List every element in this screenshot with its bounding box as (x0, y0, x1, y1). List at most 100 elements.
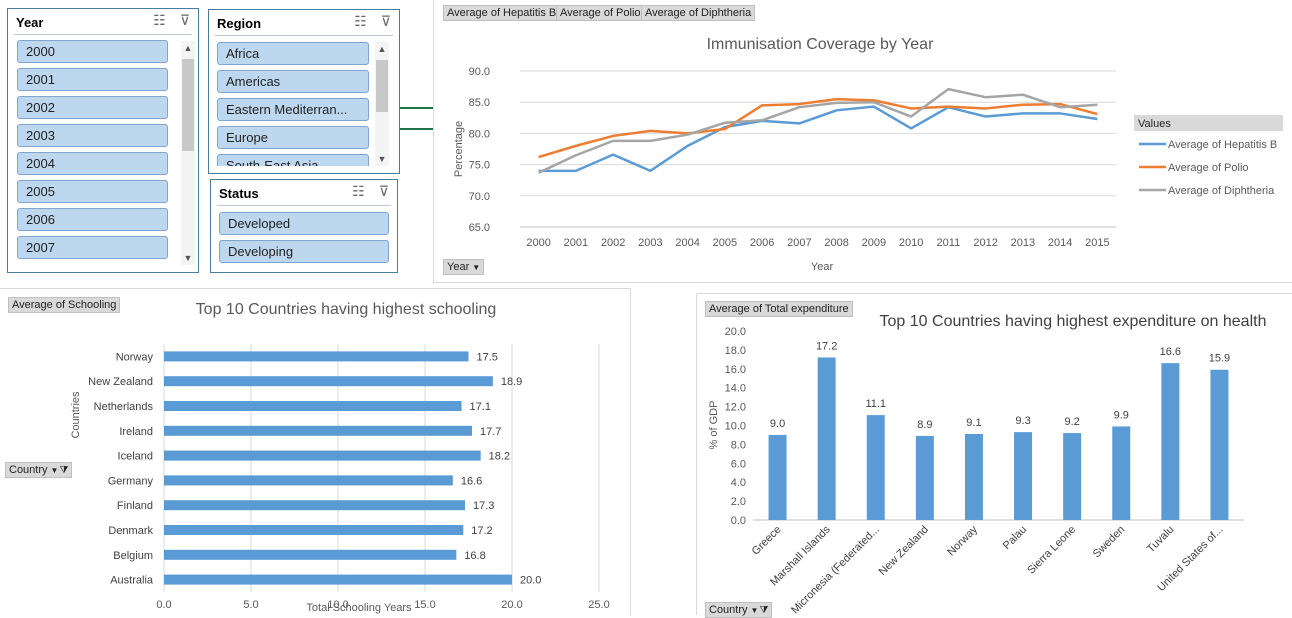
x-tick-label: Greece (750, 524, 784, 558)
axis-button-country[interactable]: Country ▼⧩ (5, 462, 73, 478)
x-tick-label: 2014 (1048, 237, 1072, 249)
y-tick-label: Finland (117, 500, 153, 512)
expenditure-chart-panel (696, 293, 1292, 615)
year-slicer-scrollbar[interactable]: ▲ ▼ (181, 41, 195, 265)
data-label: 18.9 (501, 376, 522, 388)
region-slicer-scrollbar[interactable]: ▲ ▼ (375, 42, 389, 166)
legend-entry: Average of Hepatitis B (1168, 139, 1277, 151)
scroll-up-icon[interactable]: ▲ (183, 43, 193, 53)
series-line (538, 87, 1098, 174)
y-tick-label: Ireland (119, 426, 153, 438)
clear-filter-icon[interactable]: ⊽ (179, 12, 190, 28)
region-slicer-title: Region (217, 16, 262, 31)
data-label: 16.6 (461, 475, 482, 487)
bar (164, 450, 481, 461)
axis-button-year[interactable]: Year ▼ (443, 259, 485, 275)
bar (164, 351, 469, 362)
y-tick-label: Australia (110, 575, 154, 587)
slicer-item-status[interactable]: Developed (219, 212, 389, 235)
bar (1014, 432, 1033, 520)
immunisation-line-chart: Immunisation Coverage by Year 65.0 70.0 75.… (453, 36, 1283, 273)
x-tick-label: Norway (945, 523, 980, 558)
connector-line (400, 107, 433, 109)
bar (817, 357, 836, 520)
slicer-item-year[interactable]: 2001 (17, 68, 168, 91)
bar (164, 525, 464, 535)
schooling-bar-chart: Top 10 Countries having highest schoolin… (70, 301, 610, 614)
data-label: 9.1 (966, 417, 981, 429)
chart-title: Top 10 Countries having highest schoolin… (196, 301, 497, 318)
immunisation-chart-panel (433, 0, 1292, 283)
slicer-item-year[interactable]: 2007 (17, 236, 168, 259)
bar (1063, 433, 1082, 520)
x-tick-label: New Zealand (877, 524, 931, 578)
multi-select-icon[interactable]: ☷ (153, 12, 166, 28)
y-tick-label: 80.0 (469, 128, 490, 140)
x-tick-label: Palau (1001, 524, 1029, 552)
bar (1210, 369, 1229, 520)
slicer-item-year[interactable]: 2004 (17, 152, 168, 175)
slicer-item-year[interactable]: 2002 (17, 96, 168, 119)
x-tick-label: 2005 (713, 237, 737, 249)
slicer-item-year[interactable]: 2000 (17, 40, 168, 63)
filter-icon: ⧩ (59, 465, 69, 476)
data-label: 17.2 (816, 340, 837, 352)
data-label: 16.6 (1160, 346, 1181, 358)
slicer-item-region[interactable]: South-East Asia (217, 154, 369, 166)
slicer-item-year[interactable]: 2003 (17, 124, 168, 147)
slicer-item-year[interactable]: 2005 (17, 180, 168, 203)
slicer-item-status[interactable]: Developing (219, 240, 389, 263)
chart-title: Top 10 Countries having highest expendit… (880, 313, 1267, 330)
data-label: 17.5 (477, 351, 498, 363)
y-tick-label: 0.0 (731, 515, 746, 527)
x-tick-label: 2000 (526, 237, 550, 249)
status-slicer: Status ☷ ⊽ Developed Developing (210, 179, 398, 273)
field-button-diphtheria[interactable]: Average of Diphtheria (641, 5, 756, 21)
data-label: 20.0 (520, 575, 541, 587)
data-label: 17.3 (473, 500, 494, 512)
x-tick-label: 2006 (750, 237, 774, 249)
bar (768, 434, 787, 520)
multi-select-icon[interactable]: ☷ (352, 183, 365, 199)
data-label: 17.7 (480, 426, 501, 438)
legend-entry: Average of Polio (1168, 162, 1249, 174)
x-axis-title: Total Schooling Years (306, 602, 412, 614)
x-tick-label: 2009 (862, 237, 886, 249)
scroll-down-icon[interactable]: ▼ (183, 253, 193, 263)
y-tick-label: 8.0 (731, 439, 746, 451)
slicer-item-year[interactable]: 2006 (17, 208, 168, 231)
y-tick-label: 14.0 (725, 383, 746, 395)
bar (164, 425, 472, 436)
scroll-up-icon[interactable]: ▲ (377, 44, 387, 54)
slicer-item-region[interactable]: Americas (217, 70, 369, 93)
x-tick-label: 2004 (675, 237, 699, 249)
slicer-item-region[interactable]: Africa (217, 42, 369, 65)
clear-filter-icon[interactable]: ⊽ (380, 13, 391, 29)
series-line (538, 105, 1098, 173)
axis-button-country[interactable]: Country ▼⧩ (705, 602, 773, 618)
field-button-polio[interactable]: Average of Polio (556, 5, 645, 21)
slicer-item-region[interactable]: Europe (217, 126, 369, 149)
multi-select-icon[interactable]: ☷ (354, 13, 367, 29)
bar (164, 574, 512, 585)
scroll-down-icon[interactable]: ▼ (377, 154, 387, 164)
x-tick-label: Sierra Leone (1025, 524, 1078, 577)
x-tick-label: 5.0 (243, 599, 258, 611)
x-tick-label: 2011 (937, 237, 961, 249)
clear-filter-icon[interactable]: ⊽ (378, 183, 389, 199)
y-tick-label: 75.0 (469, 160, 490, 172)
schooling-chart-panel (0, 288, 631, 615)
bar (866, 415, 885, 520)
field-button-schooling[interactable]: Average of Schooling (8, 297, 121, 313)
year-slicer: Year ☷ ⊽ 2000 2001 2002 2003 2004 2005 2006 2007… (7, 8, 199, 273)
y-axis-title: Percentage (453, 121, 465, 177)
field-button-total-expenditure[interactable]: Average of Total expenditure (705, 301, 853, 317)
y-tick-label: 90.0 (469, 66, 490, 78)
expenditure-bar-chart: Top 10 Countries having highest expendit… (708, 313, 1267, 615)
y-axis-title: Countries (70, 391, 82, 439)
y-tick-label: 65.0 (469, 222, 490, 234)
slicer-item-region[interactable]: Eastern Mediterran... (217, 98, 369, 121)
status-slicer-title: Status (219, 186, 259, 201)
field-button-hepatitis-b[interactable]: Average of Hepatitis B (443, 5, 561, 21)
data-label: 8.9 (917, 419, 932, 431)
